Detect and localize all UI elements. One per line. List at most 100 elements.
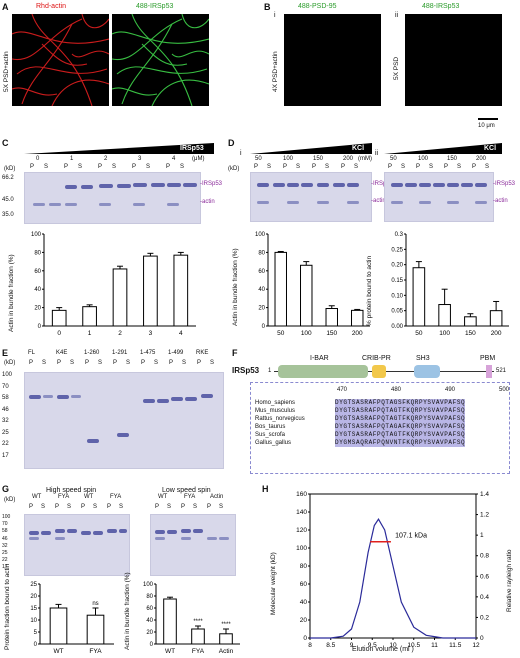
x-tick-label: 10.5 — [407, 642, 420, 649]
x-tick-label: 50 — [277, 330, 285, 337]
conc-d-2: 150 — [313, 156, 324, 162]
conc-d2-1: 100 — [418, 156, 429, 162]
x-tick-label: 11.5 — [449, 642, 462, 649]
panel-b-letter: B — [264, 2, 271, 12]
lane-p: P — [444, 164, 449, 170]
irsp53-network-image — [112, 14, 209, 106]
species-name: Sus_scrofa — [255, 432, 286, 438]
conc-c-3: 3 — [138, 156, 142, 162]
panel-b-ii: ii — [395, 12, 399, 19]
lane-p: P — [416, 164, 421, 170]
gel-d-i — [250, 172, 372, 222]
lanes-e: FL P S K4E P S 1-260 P S 1-291 P S 1-475 P S 1-499 P S RKE… — [24, 350, 224, 370]
markers-g: 100 70 58 46 32 25 22 17 — [2, 514, 22, 574]
scale-bar — [478, 118, 498, 120]
marker-c-0: 66.2 — [2, 175, 14, 181]
conc-d2-3: 200 — [476, 156, 487, 162]
band-label-d2-bot: -actin — [493, 198, 508, 204]
marker-label: 58 — [2, 395, 9, 401]
lane-p: P — [169, 360, 174, 366]
markers-e: 100 70 58 46 32 25 22 17 — [2, 372, 22, 467]
alignment-row: Gallus_gallus DYGMSAQRAFPQNVNTFKQRPYSVAVP… — [255, 439, 507, 447]
lane-s: S — [146, 164, 151, 170]
lane-label: 1-475 — [140, 350, 156, 356]
lane-p: P — [30, 164, 35, 170]
conc-c-0: 0 — [36, 156, 40, 162]
sequence: DYGTSASRAFPQTAGSFKQRPYSVAVPAFSQ — [335, 399, 466, 407]
marker-label: 70 — [2, 521, 8, 528]
y-tick-label: 60 — [34, 269, 41, 275]
gel-g-low — [150, 514, 236, 576]
lane-p: P — [107, 504, 112, 510]
high-speed-title: High speed spin — [46, 487, 97, 494]
lane-p: P — [64, 164, 69, 170]
lane-p: P — [141, 360, 146, 366]
band-label-c-top: -IRSp53 — [200, 181, 223, 187]
lane-s: S — [167, 504, 172, 510]
lane-p: P — [472, 164, 477, 170]
ylabel-d-ii: % protein bound to actin — [366, 255, 373, 326]
species-name: Rattus_norvegicus — [255, 416, 305, 422]
band-label-c-bot: -actin — [200, 199, 215, 205]
actin-network-image — [12, 14, 109, 106]
band-label-d-bot: -actin — [371, 198, 386, 204]
lane-s: S — [70, 360, 75, 366]
domain-ibar — [278, 365, 368, 378]
wedge-label-d-i: KCl — [352, 145, 365, 152]
panel-a-green-label: 488-IRSp53 — [136, 3, 174, 10]
conc-d-unit: (mM) — [358, 156, 372, 162]
bar — [438, 304, 451, 327]
panel-e-letter: E — [2, 348, 9, 358]
marker-label: 25 — [2, 429, 9, 436]
lane-p: P — [388, 164, 393, 170]
marker-label: 100 — [2, 514, 11, 520]
x-tick-label: FYA — [89, 648, 102, 655]
lane-s: S — [119, 504, 124, 510]
lane-p: P — [29, 504, 34, 510]
lane-label: RKE — [196, 350, 209, 356]
panel-b-image-i — [284, 14, 381, 106]
panel-c-letter: C — [2, 138, 9, 148]
lane-label: 1-499 — [168, 350, 184, 356]
lane-label: WT — [158, 494, 168, 500]
x-tick-label: WT — [53, 648, 63, 655]
y-tick-label: 0.15 — [391, 278, 403, 284]
lane-p: P — [312, 164, 317, 170]
y-tick-label: 80 — [300, 563, 308, 570]
marker-label: 32 — [2, 418, 9, 424]
lane-p: P — [81, 504, 86, 510]
y-tick-label: 0 — [150, 642, 154, 648]
lane-label: 1-260 — [84, 350, 100, 356]
panel-g-letter: G — [2, 484, 10, 494]
lane-p: P — [57, 360, 62, 366]
bar — [112, 268, 128, 327]
x-tick-label: 100 — [301, 330, 312, 337]
y-tick-label: 0.00 — [391, 324, 403, 330]
conc-d-0: 50 — [255, 156, 262, 162]
lane-p: P — [29, 360, 34, 366]
lane-label: Actin — [210, 494, 224, 500]
x-tick-label: 1 — [88, 330, 92, 337]
lane-s: S — [42, 360, 47, 366]
y-tick-label: 80 — [258, 250, 265, 256]
y-tick-label: 0 — [303, 635, 307, 642]
lane-label: K4E — [56, 350, 68, 356]
y-tick-label: 80 — [34, 250, 41, 256]
lane-p: P — [166, 164, 171, 170]
panel-a-red-label: Rhd-actin — [36, 3, 66, 10]
x-tick-label: Actin — [219, 648, 234, 655]
domain-sh3 — [414, 365, 440, 378]
species-name: Gallus_gallus — [255, 440, 292, 446]
lane-s: S — [296, 164, 301, 170]
y-tick-label: 100 — [31, 232, 42, 238]
y-tick-label: 60 — [300, 581, 308, 588]
x-tick-label: FYA — [192, 648, 205, 655]
x-tick-label: 3 — [149, 330, 153, 337]
panel-d-ii: ii — [375, 150, 379, 157]
lane-s: S — [41, 504, 46, 510]
panel-b-label-ii: 488-IRSp53 — [422, 3, 460, 10]
panel-a-letter: A — [2, 2, 9, 12]
alignment-box: 470 480 490 500 Homo_sapiens DYGTSASRAFPQTAG… — [250, 382, 510, 474]
y2-tick-label: 0.4 — [480, 594, 489, 601]
y-tick-label: 0 — [262, 324, 266, 330]
